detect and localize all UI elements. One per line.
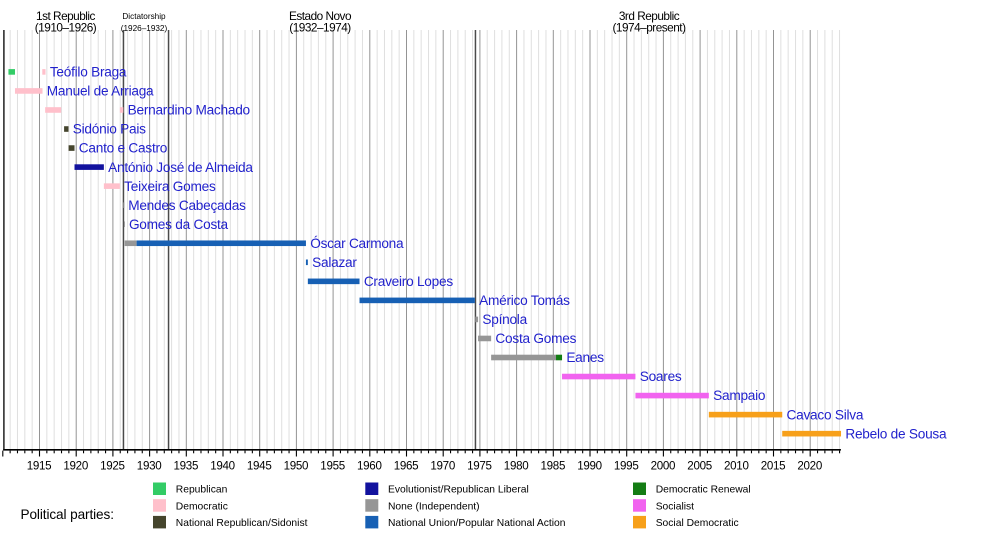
svg-text:1975: 1975 [467, 460, 492, 473]
svg-text:Gomes da Costa: Gomes da Costa [129, 217, 229, 232]
svg-text:Socialist: Socialist [656, 501, 694, 512]
svg-text:Evolutionist/Republican Libera: Evolutionist/Republican Liberal [388, 485, 529, 496]
svg-text:2015: 2015 [761, 460, 786, 473]
svg-text:Teixeira Gomes: Teixeira Gomes [124, 179, 216, 194]
svg-text:Teófilo Braga: Teófilo Braga [50, 65, 127, 80]
svg-text:(1974–present): (1974–present) [612, 21, 686, 35]
svg-text:1st Republic: 1st Republic [36, 9, 96, 23]
svg-text:(1910–1926): (1910–1926) [35, 21, 97, 35]
svg-text:1940: 1940 [210, 460, 235, 473]
svg-text:1960: 1960 [357, 460, 382, 473]
svg-text:Bernardino Machado: Bernardino Machado [128, 103, 251, 118]
svg-text:3rd Republic: 3rd Republic [619, 9, 680, 23]
svg-text:1965: 1965 [394, 460, 419, 473]
svg-text:Rebelo de Sousa: Rebelo de Sousa [845, 426, 947, 441]
svg-text:None (Independent): None (Independent) [388, 501, 480, 512]
svg-text:2005: 2005 [687, 460, 712, 473]
svg-text:2020: 2020 [797, 460, 822, 473]
svg-text:1955: 1955 [320, 460, 345, 473]
svg-text:1970: 1970 [430, 460, 455, 473]
svg-text:Social Democratic: Social Democratic [656, 518, 739, 529]
svg-text:Canto e Castro: Canto e Castro [79, 141, 168, 156]
svg-text:Estado Novo: Estado Novo [289, 9, 352, 23]
svg-text:2000: 2000 [651, 460, 676, 473]
svg-text:Sidónio Pais: Sidónio Pais [73, 122, 146, 137]
svg-text:1945: 1945 [247, 460, 272, 473]
svg-text:Sampaio: Sampaio [713, 388, 766, 403]
svg-text:Salazar: Salazar [312, 255, 357, 270]
svg-text:National Republican/Sidonist: National Republican/Sidonist [176, 518, 308, 529]
svg-text:Craveiro Lopes: Craveiro Lopes [364, 274, 454, 289]
svg-text:Political parties:: Political parties: [21, 507, 114, 522]
svg-text:1985: 1985 [541, 460, 566, 473]
svg-text:António José de Almeida: António José de Almeida [108, 160, 253, 175]
svg-text:Costa Gomes: Costa Gomes [495, 331, 576, 346]
svg-text:Republican: Republican [176, 485, 228, 496]
svg-text:Eanes: Eanes [566, 350, 604, 365]
svg-text:1915: 1915 [27, 460, 52, 473]
svg-text:1925: 1925 [100, 460, 125, 473]
svg-text:1950: 1950 [284, 460, 309, 473]
svg-text:1980: 1980 [504, 460, 529, 473]
svg-text:Spínola: Spínola [482, 312, 527, 327]
svg-text:Américo Tomás: Américo Tomás [479, 293, 570, 308]
svg-text:(1932–1974): (1932–1974) [289, 21, 351, 35]
svg-text:2010: 2010 [724, 460, 749, 473]
svg-text:Cavaco Silva: Cavaco Silva [787, 407, 864, 422]
svg-text:Dictatorship: Dictatorship [122, 12, 166, 21]
svg-text:Democratic: Democratic [176, 501, 228, 512]
svg-text:Óscar Carmona: Óscar Carmona [310, 236, 404, 251]
svg-text:1930: 1930 [137, 460, 162, 473]
svg-text:Manuel de Arriaga: Manuel de Arriaga [47, 84, 154, 99]
svg-text:1935: 1935 [174, 460, 199, 473]
svg-text:Mendes Cabeçadas: Mendes Cabeçadas [128, 198, 246, 213]
svg-text:1920: 1920 [63, 460, 88, 473]
svg-text:1995: 1995 [614, 460, 639, 473]
svg-text:(1926–1932): (1926–1932) [121, 24, 168, 33]
svg-text:Soares: Soares [640, 369, 682, 384]
svg-text:Democratic Renewal: Democratic Renewal [656, 485, 751, 496]
svg-text:National Union/Popular Nationa: National Union/Popular National Action [388, 518, 566, 529]
svg-text:1990: 1990 [577, 460, 602, 473]
